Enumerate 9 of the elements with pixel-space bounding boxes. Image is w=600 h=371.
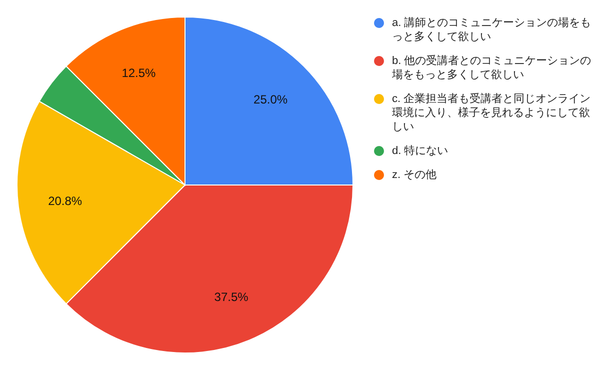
data-label: 12.5% [122,66,156,80]
legend-label: b. 他の受講者とのコミュニケーションの場をもっと多くして欲しい [392,55,592,81]
data-label: 37.5% [214,290,249,304]
data-label: 20.8% [48,194,82,208]
data-label: 25.0% [254,92,288,106]
legend-label: d. 特にない [392,145,448,157]
legend-label: c. 企業担当者も受講者と同じオンライン環境に入り、様子を見れるようにして欲しい [392,93,591,133]
legend-label: a. 講師とのコミュニケーションの場をもっと多くして欲しい [392,17,592,43]
legend-label: z. その他 [392,169,437,181]
